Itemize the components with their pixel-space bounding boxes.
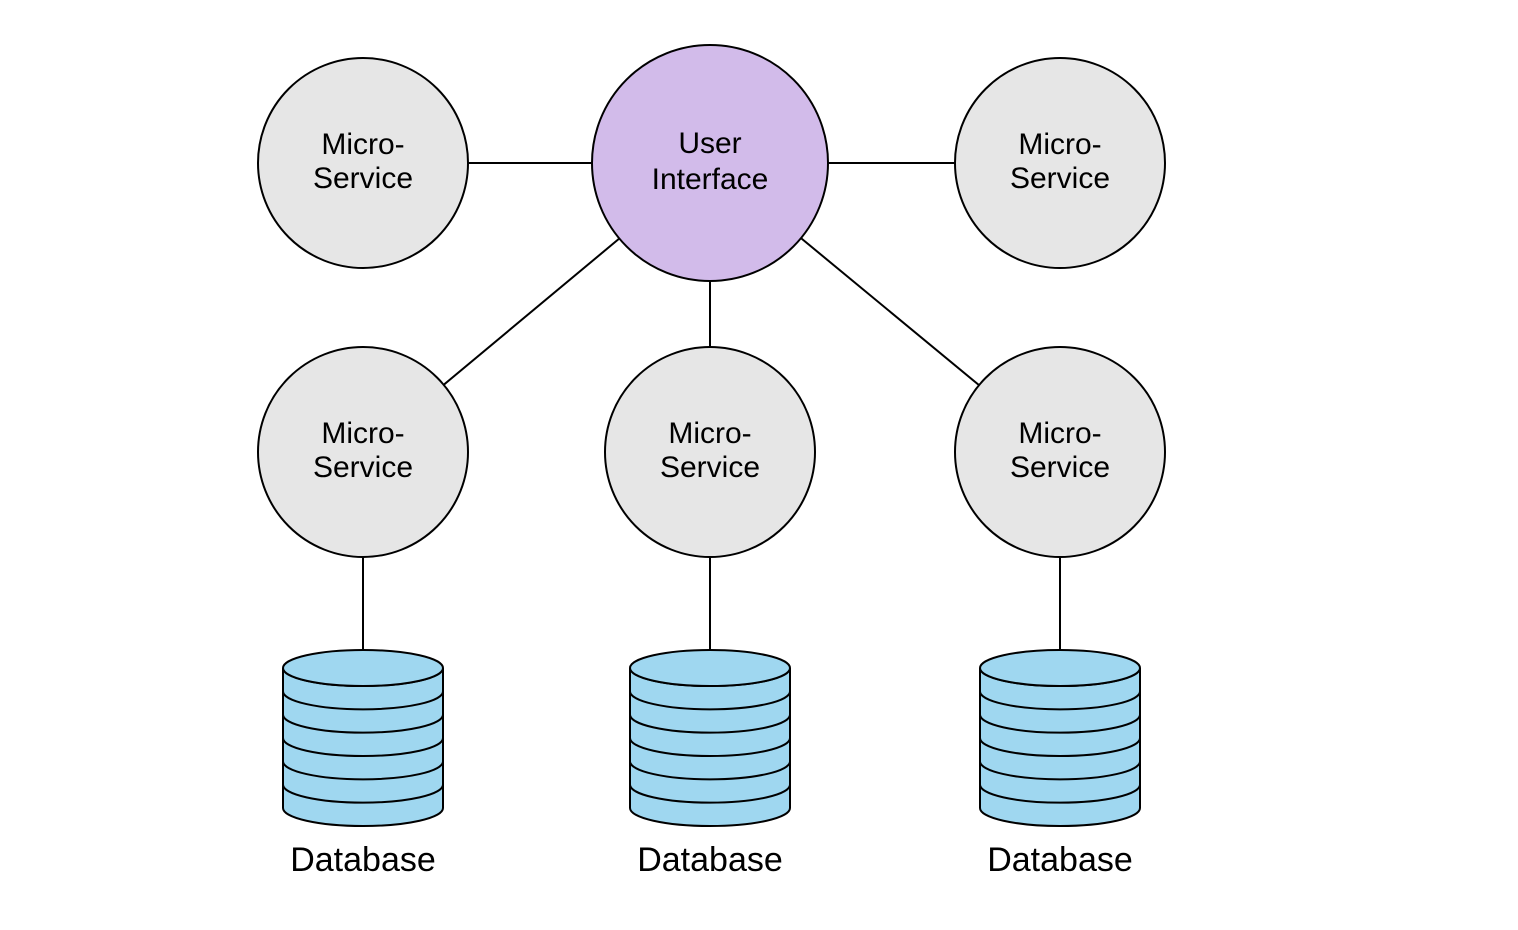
database-top-icon <box>630 650 790 686</box>
edge-ui-ms3 <box>444 239 620 385</box>
microservice-label-line1: Micro- <box>1018 417 1101 450</box>
database-cylinder-db2: Database <box>630 650 790 879</box>
microservice-label-line1: Micro- <box>321 417 404 450</box>
database-cylinder-db3: Database <box>980 650 1140 879</box>
edge-ui-ms5 <box>801 238 979 385</box>
microservice-label-line2: Service <box>1010 451 1110 484</box>
architecture-diagram: UserInterfaceMicro-ServiceMicro-ServiceM… <box>0 0 1518 930</box>
microservice-node-ms3: Micro-Service <box>258 347 468 557</box>
database-top-icon <box>283 650 443 686</box>
microservice-label-line2: Service <box>313 451 413 484</box>
microservice-label-line2: Service <box>660 451 760 484</box>
database-label: Database <box>290 841 436 879</box>
user-interface-node: UserInterface <box>592 45 828 281</box>
database-label: Database <box>637 841 783 879</box>
user-interface-label-line2: Interface <box>652 163 769 196</box>
database-label: Database <box>987 841 1133 879</box>
microservice-label-line1: Micro- <box>321 128 404 161</box>
microservice-node-ms1: Micro-Service <box>258 58 468 268</box>
databases-layer: Database Database Database <box>283 650 1140 879</box>
database-top-icon <box>980 650 1140 686</box>
microservice-node-ms2: Micro-Service <box>955 58 1165 268</box>
microservice-node-ms4: Micro-Service <box>605 347 815 557</box>
microservice-label-line1: Micro- <box>1018 128 1101 161</box>
nodes-layer: UserInterfaceMicro-ServiceMicro-ServiceM… <box>258 45 1165 557</box>
microservice-label-line2: Service <box>313 162 413 195</box>
microservice-node-ms5: Micro-Service <box>955 347 1165 557</box>
microservice-label-line1: Micro- <box>668 417 751 450</box>
user-interface-label-line1: User <box>678 127 741 160</box>
microservice-label-line2: Service <box>1010 162 1110 195</box>
database-cylinder-db1: Database <box>283 650 443 879</box>
